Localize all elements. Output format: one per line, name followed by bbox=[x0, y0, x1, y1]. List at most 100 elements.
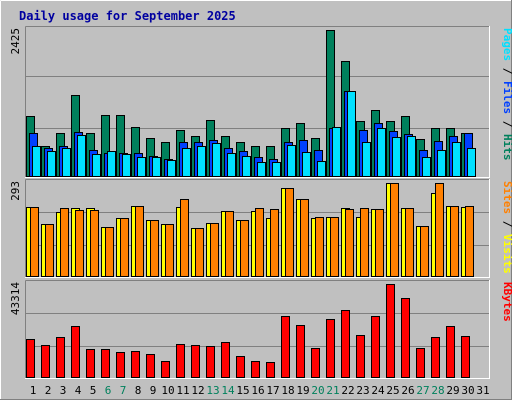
hits-series-label-part-2: / bbox=[501, 61, 512, 81]
hits-bar-pages-day-10 bbox=[167, 160, 176, 177]
hits-series-label-part-5: Hits bbox=[501, 134, 512, 161]
day-label-9: 9 bbox=[150, 384, 157, 397]
visits-bar-sites-day-22 bbox=[345, 209, 354, 277]
visits-bar-sites-day-30 bbox=[465, 206, 474, 277]
visits-bar-sites-day-15 bbox=[240, 220, 249, 277]
visits-bar-sites-day-7 bbox=[120, 218, 129, 277]
kbytes-bar-kbytes-day-27 bbox=[416, 348, 425, 378]
day-label-28: 28 bbox=[431, 384, 444, 397]
kbytes-bar-kbytes-day-20 bbox=[311, 348, 320, 378]
day-label-13: 13 bbox=[206, 384, 219, 397]
kbytes-bar-kbytes-day-28 bbox=[431, 337, 440, 378]
day-label-19: 19 bbox=[296, 384, 309, 397]
day-label-10: 10 bbox=[161, 384, 174, 397]
chart-panels: 2425 Pages / Files / Hits 293 Sites / Visit… bbox=[9, 26, 512, 379]
kbytes-bar-kbytes-day-6 bbox=[101, 349, 110, 378]
day-label-17: 17 bbox=[266, 384, 279, 397]
day-label-23: 23 bbox=[356, 384, 369, 397]
day-label-3: 3 bbox=[60, 384, 67, 397]
hits-bar-pages-day-29 bbox=[452, 142, 461, 177]
hits-bar-pages-day-18 bbox=[287, 145, 296, 177]
day-label-2: 2 bbox=[45, 384, 52, 397]
day-label-21: 21 bbox=[326, 384, 339, 397]
hits-bar-pages-day-8 bbox=[137, 157, 146, 177]
visits-bar-sites-day-18 bbox=[285, 188, 294, 277]
chart-title: Daily usage for September 2025 bbox=[19, 9, 236, 23]
hits-bar-pages-day-13 bbox=[212, 143, 221, 177]
visits-bar-sites-day-21 bbox=[330, 217, 339, 277]
kbytes-bar-kbytes-day-13 bbox=[206, 346, 215, 378]
visits-bar-sites-day-3 bbox=[60, 208, 69, 277]
kbytes-bar-kbytes-day-19 bbox=[296, 325, 305, 378]
visits-bar-sites-day-13 bbox=[210, 223, 219, 277]
hits-bar-pages-day-14 bbox=[227, 153, 236, 177]
kbytes-bar-kbytes-day-15 bbox=[236, 356, 245, 378]
hits-bar-pages-day-6 bbox=[107, 151, 116, 177]
hits-bar-pages-day-27 bbox=[422, 157, 431, 177]
hits-series-label-part-4: / bbox=[501, 114, 512, 134]
visits-bar-sites-day-19 bbox=[300, 199, 309, 277]
day-labels: 1 2 3 4 5 6 7 8 9 10 11 12 13 14 15 16 17 18 19 20 21 22 23 24 2… bbox=[30, 384, 490, 397]
kbytes-bar-kbytes-day-17 bbox=[266, 362, 275, 378]
visits-bar-sites-day-28 bbox=[435, 183, 444, 277]
day-label-11: 11 bbox=[176, 384, 189, 397]
day-label-7: 7 bbox=[120, 384, 127, 397]
day-label-26: 26 bbox=[401, 384, 414, 397]
visits-bar-sites-day-26 bbox=[405, 208, 414, 277]
kbytes-bar-kbytes-day-9 bbox=[146, 354, 155, 378]
kbytes-bar-kbytes-day-22 bbox=[341, 310, 350, 378]
hits-bar-pages-day-4 bbox=[77, 135, 86, 177]
kbytes-bar-kbytes-day-7 bbox=[116, 352, 125, 378]
kbytes-bar-kbytes-day-10 bbox=[161, 361, 170, 378]
day-label-30: 30 bbox=[461, 384, 474, 397]
day-label-20: 20 bbox=[311, 384, 324, 397]
visits-bar-sites-day-14 bbox=[225, 211, 234, 277]
visits-bar-sites-day-29 bbox=[450, 206, 459, 277]
day-label-1: 1 bbox=[30, 384, 37, 397]
hits-bar-pages-day-9 bbox=[152, 157, 161, 177]
hits-bar-pages-day-16 bbox=[257, 162, 266, 177]
visits-bar-sites-day-17 bbox=[270, 209, 279, 277]
kbytes-bar-kbytes-day-26 bbox=[401, 298, 410, 378]
visits-max-label: 293 bbox=[9, 181, 22, 201]
hits-series-label-part-3: Files bbox=[501, 81, 512, 114]
visits-bar-sites-day-1 bbox=[30, 207, 39, 277]
day-label-5: 5 bbox=[90, 384, 97, 397]
day-label-29: 29 bbox=[446, 384, 459, 397]
hits-bar-pages-day-17 bbox=[272, 162, 281, 177]
hits-bar-pages-day-28 bbox=[437, 150, 446, 177]
hits-bar-pages-day-3 bbox=[62, 148, 71, 177]
kbytes-bar-kbytes-day-5 bbox=[86, 349, 95, 378]
day-label-8: 8 bbox=[135, 384, 142, 397]
visits-bar-sites-day-8 bbox=[135, 206, 144, 277]
hits-bar-pages-day-22 bbox=[347, 91, 356, 177]
hits-bar-pages-day-23 bbox=[362, 142, 371, 177]
kbytes-bar-kbytes-day-30 bbox=[461, 336, 470, 378]
hits-bar-pages-day-19 bbox=[302, 152, 311, 177]
kbytes-bar-kbytes-day-24 bbox=[371, 316, 380, 378]
visits-series-label: Sites / Visits bbox=[501, 181, 512, 274]
visits-bar-sites-day-25 bbox=[390, 183, 399, 277]
hits-bar-pages-day-11 bbox=[182, 148, 191, 177]
visits-bar-sites-day-11 bbox=[180, 199, 189, 277]
visits-bar-sites-day-16 bbox=[255, 208, 264, 277]
kbytes-bar-kbytes-day-11 bbox=[176, 344, 185, 378]
visits-series-label-part-3: Visits bbox=[501, 234, 512, 274]
visits-bar-sites-day-12 bbox=[195, 228, 204, 277]
day-label-24: 24 bbox=[371, 384, 385, 397]
kbytes-bar-kbytes-day-4 bbox=[71, 326, 80, 378]
kbytes-series-label: KBytes bbox=[501, 282, 512, 322]
visits-bar-sites-day-4 bbox=[75, 210, 84, 277]
kbytes-bar-kbytes-day-14 bbox=[221, 342, 230, 378]
visits-bar-sites-day-27 bbox=[420, 226, 429, 277]
hits-series-label-part-1: Pages bbox=[501, 28, 512, 61]
day-label-31: 31 bbox=[476, 384, 489, 397]
panel-visits: 293 Sites / Visits bbox=[9, 179, 512, 278]
kbytes-bar-kbytes-day-21 bbox=[326, 319, 335, 378]
hits-bar-pages-day-2 bbox=[47, 151, 56, 177]
kbytes-bar-kbytes-day-29 bbox=[446, 326, 455, 378]
visits-bar-sites-day-2 bbox=[45, 224, 54, 277]
visits-series-label-part-1: Sites bbox=[501, 181, 512, 214]
hits-series-label: Pages / Files / Hits bbox=[501, 28, 512, 161]
